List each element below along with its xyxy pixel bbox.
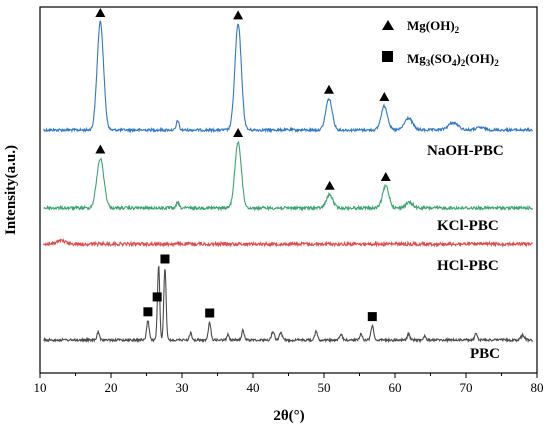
mg-oh2-marker	[323, 84, 334, 94]
x-tick-label: 20	[105, 380, 118, 395]
mg3so42oh2-marker	[205, 308, 215, 318]
legend-label-mg3so42oh2: Mg3(SO4)2(OH)2	[407, 51, 499, 68]
series-layer	[43, 20, 534, 344]
mg-oh2-marker	[95, 144, 106, 154]
x-ticks: 10 20 30 40 50 60 70 80	[34, 373, 544, 395]
legend-square-icon	[382, 51, 393, 62]
x-tick-label: 70	[460, 380, 473, 395]
mg3so42oh2-marker	[143, 307, 153, 317]
series-label-hcl-pbc: HCl-PBC	[437, 258, 499, 274]
series-line-kcl-pbc	[43, 140, 534, 212]
y-axis-title: Intensity(a.u.)	[3, 145, 19, 235]
x-axis-title: 2θ(°)	[273, 408, 304, 424]
legend-label-mg-oh2: Mg(OH)2	[407, 18, 460, 35]
mg-oh2-marker	[324, 180, 335, 190]
mg-oh2-marker	[233, 10, 244, 20]
x-tick-label: 60	[389, 380, 402, 395]
mg-oh2-marker	[95, 8, 106, 17]
legend-triangle-icon	[382, 20, 394, 30]
x-tick-label: 50	[318, 380, 331, 395]
series-label-layer: NaOH-PBC KCl-PBC HCl-PBC PBC	[427, 143, 504, 362]
mg3so42oh2-marker	[160, 254, 170, 264]
x-tick-label: 10	[34, 380, 47, 395]
mg3so42oh2-marker	[152, 292, 162, 302]
plot-area: NaOH-PBC KCl-PBC HCl-PBC PBC 10 20 30 40 50 60 70…	[34, 6, 544, 395]
series-label-pbc: PBC	[470, 346, 500, 362]
x-tick-label: 30	[176, 380, 189, 395]
series-label-kcl-pbc: KCl-PBC	[437, 218, 499, 234]
series-line-naoh-pbc	[43, 20, 533, 134]
marker-layer	[95, 8, 391, 322]
x-tick-label: 80	[531, 380, 544, 395]
mg3so42oh2-marker	[367, 312, 377, 322]
legend: Mg(OH)2 Mg3(SO4)2(OH)2	[382, 18, 499, 68]
mg-oh2-marker	[380, 172, 391, 181]
series-line-hcl-pbc	[43, 238, 534, 248]
series-label-naoh-pbc: NaOH-PBC	[427, 143, 504, 159]
x-tick-label: 40	[247, 380, 260, 395]
mg-oh2-marker	[233, 128, 244, 137]
series-line-pbc	[43, 265, 534, 344]
mg-oh2-marker	[379, 92, 390, 101]
